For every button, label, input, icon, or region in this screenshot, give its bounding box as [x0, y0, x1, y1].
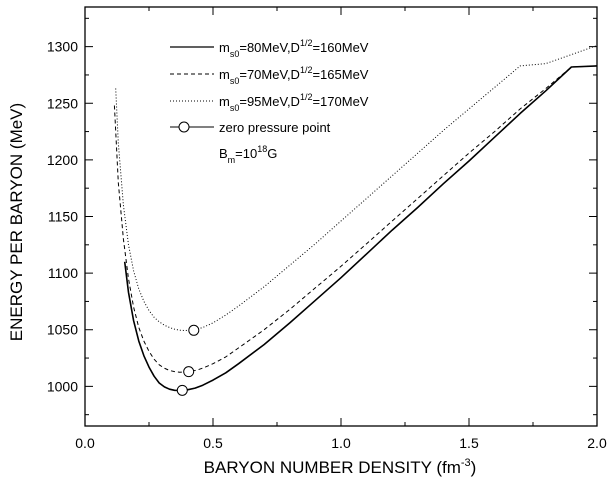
y-tick-label: 1200	[47, 152, 78, 168]
y-tick-label: 1150	[48, 209, 78, 225]
series-line-dotted	[115, 45, 598, 331]
y-tick-label: 1050	[47, 322, 78, 338]
legend-label-marker: zero pressure point	[219, 120, 331, 135]
x-axis-title: BARYON NUMBER DENSITY (fm-3)	[204, 457, 477, 477]
y-tick-label: 1100	[48, 265, 78, 281]
legend-label-2: ms0=70MeV,D1/2=165MeV	[219, 65, 369, 86]
axes: 0.0 0.5 1.0 1.5 2.0 1000 1050 1100 1150 1200 1250 1…	[47, 6, 607, 451]
x-tick-label: 0.5	[203, 435, 223, 451]
annotation-bfield: Bm=1018G	[219, 144, 277, 165]
zero-pressure-point	[183, 366, 195, 378]
series-group	[113, 45, 598, 392]
y-tick-label: 1000	[47, 378, 78, 394]
zero-pressure-markers	[176, 324, 200, 396]
legend-marker-circle	[178, 121, 190, 133]
zero-pressure-point	[176, 384, 188, 396]
zero-pressure-point	[188, 324, 200, 336]
x-tick-label: 2.0	[587, 435, 607, 451]
legend: ms0=80MeV,D1/2=160MeV ms0=70MeV,D1/2=165…	[170, 38, 369, 165]
x-tick-label: 0.0	[75, 435, 95, 451]
series-line-dashed	[113, 65, 598, 373]
legend-label-1: ms0=80MeV,D1/2=160MeV	[219, 38, 369, 59]
x-tick-label: 1.0	[331, 435, 351, 451]
y-tick-label: 1300	[47, 39, 78, 55]
y-axis-title: ENERGY PER BARYON (MeV)	[7, 103, 26, 341]
series-line-solid	[123, 65, 598, 392]
x-tick-label: 1.5	[459, 435, 479, 451]
legend-label-3: ms0=95MeV,D1/2=170MeV	[219, 92, 369, 113]
y-tick-label: 1250	[47, 95, 78, 111]
